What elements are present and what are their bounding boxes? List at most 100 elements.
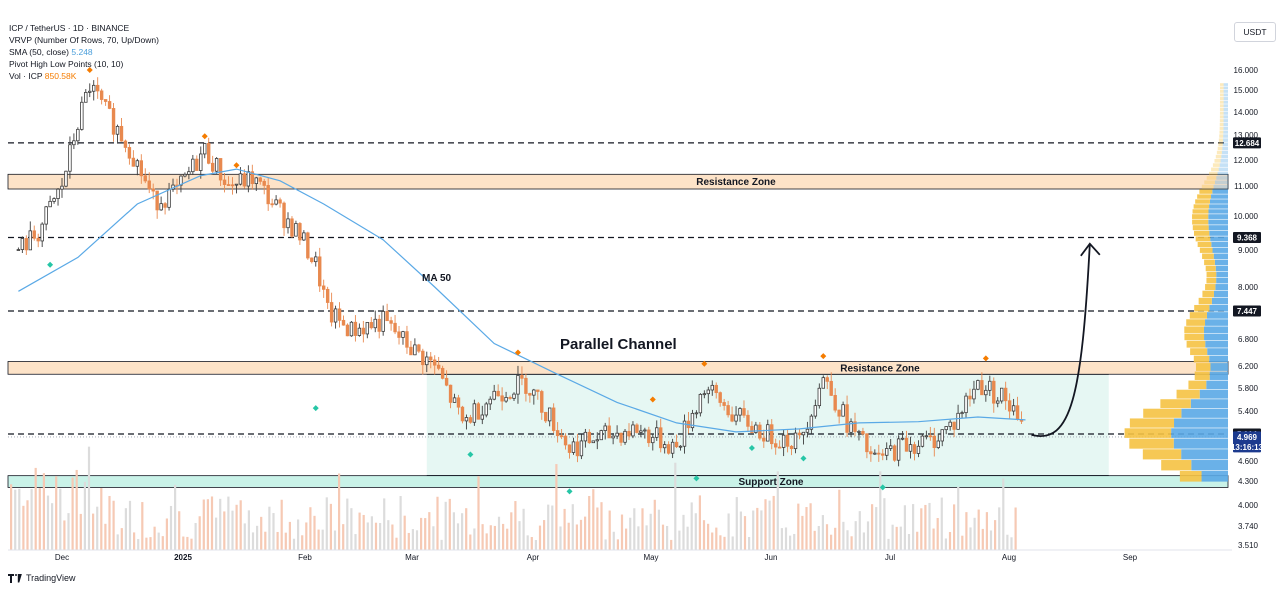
volume-bar <box>268 506 271 550</box>
candle-body <box>754 424 758 433</box>
candle-body <box>119 125 124 142</box>
vp-up-bar <box>1213 184 1228 189</box>
candle-body <box>651 436 655 444</box>
candle-body <box>758 424 762 439</box>
candle-body <box>147 180 151 190</box>
volume-profile <box>1124 83 1228 482</box>
candle-body <box>972 388 976 400</box>
candle-body <box>551 407 556 431</box>
currency-selector[interactable]: USDT <box>1234 22 1276 42</box>
volume-bar <box>579 519 583 550</box>
volume-bar <box>871 504 874 550</box>
volume-bar <box>1010 537 1013 550</box>
volume-bar <box>489 525 492 550</box>
volume-bar <box>448 498 451 550</box>
candle-body <box>694 412 699 415</box>
price-tick-label: 3.740 <box>1238 522 1259 531</box>
volume-bar <box>34 467 37 550</box>
vp-up-bar <box>1206 380 1228 390</box>
vp-up-bar <box>1223 122 1228 127</box>
candle-body <box>246 171 251 187</box>
volume-bar <box>42 473 45 550</box>
volume-bar <box>338 473 341 550</box>
vp-up-bar <box>1216 277 1228 284</box>
volume-bar <box>26 500 29 550</box>
candle-body <box>516 375 520 395</box>
volume-bar <box>383 498 386 550</box>
volume-bar <box>702 520 706 550</box>
volume-bar <box>366 522 369 550</box>
candle-body <box>948 421 952 427</box>
time-tick-label: 2025 <box>174 553 192 562</box>
footer-brand[interactable]: TradingView <box>8 573 76 583</box>
vp-up-bar <box>1209 371 1228 380</box>
vp-down-bar <box>1197 194 1212 199</box>
volume-bar <box>514 501 517 550</box>
vp-down-bar <box>1184 326 1204 333</box>
vrvp-line[interactable]: VRVP (Number Of Rows, 70, Up/Down) <box>9 35 159 45</box>
candle-body <box>210 162 215 172</box>
vp-up-bar <box>1173 438 1228 449</box>
candle-body <box>413 344 417 356</box>
candle-body <box>421 350 425 366</box>
candle-body <box>920 435 925 447</box>
volume-bar <box>239 500 242 550</box>
volume-bar <box>727 513 730 550</box>
candle-body <box>730 414 734 422</box>
volume-bar <box>124 508 127 550</box>
volume-bar <box>133 532 136 550</box>
sma-line[interactable]: SMA (50, close) 5.248 <box>9 46 159 58</box>
volume-bar <box>551 505 554 550</box>
vp-down-bar <box>1124 428 1172 438</box>
candle-body <box>444 377 449 386</box>
volume-bar <box>247 510 250 550</box>
volume-bar <box>973 517 976 550</box>
candle-body <box>452 397 457 403</box>
candle-body <box>99 90 104 100</box>
candle-body <box>639 430 643 433</box>
volume-bar <box>752 510 755 550</box>
candle-body <box>885 448 889 456</box>
volume-bar <box>198 516 201 550</box>
vol-line[interactable]: Vol · ICP 850.58K <box>9 70 159 82</box>
candle-body <box>742 408 746 416</box>
vp-up-bar <box>1211 194 1228 199</box>
candle-body <box>488 398 492 405</box>
volume-bar <box>456 523 460 550</box>
candle-body <box>191 158 195 173</box>
vp-up-bar <box>1205 340 1228 348</box>
volume-bar <box>260 516 263 550</box>
volume-bar <box>842 521 845 550</box>
vp-down-bar <box>1202 290 1214 298</box>
volume-bar <box>903 505 906 550</box>
volume-bar <box>288 521 291 550</box>
volume-bar <box>333 530 337 550</box>
pivot-line[interactable]: Pivot High Low Points (10, 10) <box>9 59 124 69</box>
volume-bar <box>317 529 320 550</box>
volume-bar <box>588 495 591 550</box>
volume-bar <box>153 526 156 550</box>
candle-body <box>290 218 294 237</box>
volume-bar <box>391 524 394 550</box>
volume-bar <box>469 534 472 550</box>
volume-bar <box>284 532 287 550</box>
vp-up-bar <box>1201 471 1228 482</box>
candle-body <box>936 440 940 449</box>
candle-body <box>805 428 810 433</box>
symbol-line[interactable]: ICP / TetherUS · 1D · BINANCE <box>9 23 130 33</box>
candle-body <box>282 202 286 229</box>
volume-bar <box>739 511 742 550</box>
candle-body <box>476 403 481 420</box>
candle-body <box>940 429 944 442</box>
candle-body <box>528 393 532 396</box>
volume-bar <box>174 484 177 550</box>
candle-body <box>571 441 576 453</box>
volume-bar <box>780 528 783 550</box>
pivot-high-marker <box>982 355 989 362</box>
volume-bar <box>768 500 771 550</box>
volume-bar <box>620 514 624 550</box>
candle-body <box>988 380 992 391</box>
candle-body <box>500 395 504 402</box>
volume-bar <box>264 531 267 550</box>
